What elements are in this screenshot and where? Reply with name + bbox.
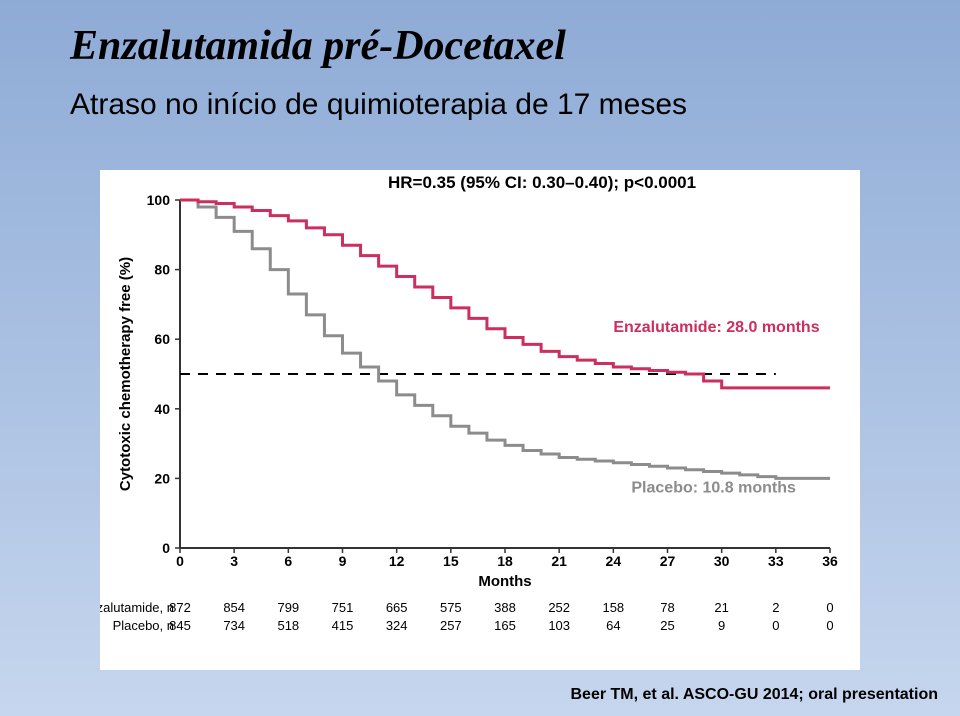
y-tick-label: 100 (147, 192, 171, 208)
risk-value: 388 (494, 600, 516, 615)
risk-value: 2 (772, 600, 779, 615)
x-tick-label: 27 (660, 553, 676, 569)
x-tick-label: 18 (497, 553, 513, 569)
risk-value: 0 (826, 600, 833, 615)
enz-series-label: Enzalutamide: 28.0 months (613, 319, 819, 336)
x-tick-label: 3 (230, 553, 238, 569)
x-tick-label: 24 (606, 553, 622, 569)
y-tick-label: 0 (162, 540, 170, 556)
x-tick-label: 33 (768, 553, 784, 569)
risk-value: 751 (332, 600, 354, 615)
risk-value: 64 (606, 618, 620, 633)
risk-value: 324 (386, 618, 408, 633)
risk-value: 158 (602, 600, 624, 615)
x-axis-label: Months (478, 573, 531, 590)
risk-value: 21 (714, 600, 728, 615)
x-tick-label: 6 (284, 553, 292, 569)
x-tick-label: 30 (714, 553, 730, 569)
y-axis-label: Cytotoxic chemotherapy free (%) (117, 257, 134, 491)
risk-value: 0 (772, 618, 779, 633)
enzalutamide-curve (180, 200, 830, 388)
x-tick-label: 0 (176, 553, 184, 569)
risk-value: 252 (548, 600, 570, 615)
slide-subtitle: Atraso no início de quimioterapia de 17 … (0, 70, 960, 122)
km-chart: HR=0.35 (95% CI: 0.30–0.40); p<0.0001020… (100, 170, 860, 670)
risk-value: 854 (223, 600, 245, 615)
risk-value: 799 (277, 600, 299, 615)
risk-value: 25 (660, 618, 674, 633)
risk-value: 415 (332, 618, 354, 633)
risk-value: 734 (223, 618, 245, 633)
risk-value: 257 (440, 618, 462, 633)
citation: Beer TM, et al. ASCO-GU 2014; oral prese… (571, 686, 939, 704)
risk-row-label: Enzalutamide, n (100, 600, 174, 615)
x-tick-label: 15 (443, 553, 459, 569)
x-tick-label: 36 (822, 553, 838, 569)
slide-title: Enzalutamida pré-Docetaxel (0, 0, 960, 70)
x-tick-label: 21 (551, 553, 567, 569)
y-tick-label: 80 (154, 262, 170, 278)
x-tick-label: 9 (339, 553, 347, 569)
risk-value: 845 (169, 618, 191, 633)
plc-series-label: Placebo: 10.8 months (631, 479, 796, 496)
risk-value: 575 (440, 600, 462, 615)
placebo-curve (180, 200, 830, 478)
km-chart-svg: HR=0.35 (95% CI: 0.30–0.40); p<0.0001020… (100, 170, 860, 670)
y-tick-label: 60 (154, 331, 170, 347)
risk-value: 165 (494, 618, 516, 633)
hr-text: HR=0.35 (95% CI: 0.30–0.40); p<0.0001 (388, 173, 696, 192)
x-tick-label: 12 (389, 553, 405, 569)
y-tick-label: 20 (154, 470, 170, 486)
risk-value: 665 (386, 600, 408, 615)
risk-row-label: Placebo, n (113, 618, 174, 633)
risk-value: 78 (660, 600, 674, 615)
y-tick-label: 40 (154, 401, 170, 417)
risk-value: 872 (169, 600, 191, 615)
risk-value: 518 (277, 618, 299, 633)
risk-value: 9 (718, 618, 725, 633)
risk-value: 0 (826, 618, 833, 633)
risk-value: 103 (548, 618, 570, 633)
